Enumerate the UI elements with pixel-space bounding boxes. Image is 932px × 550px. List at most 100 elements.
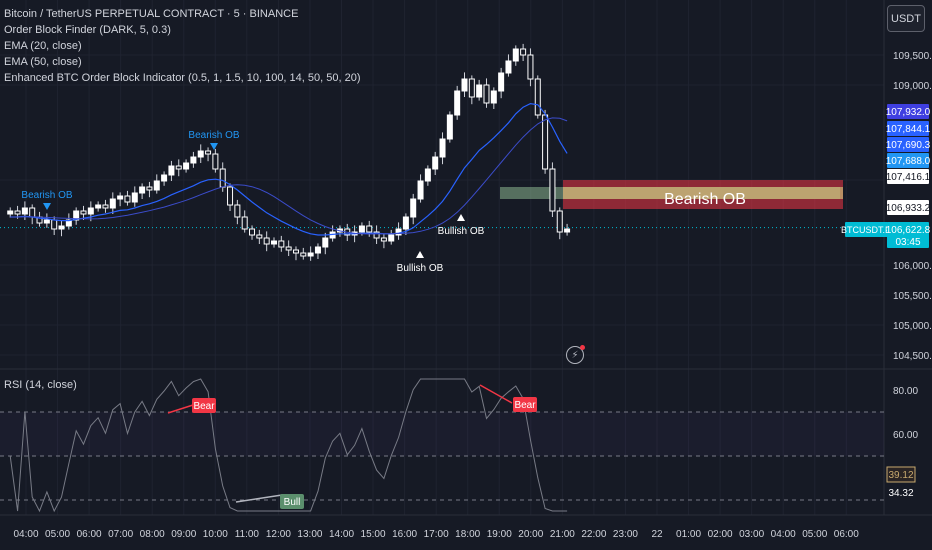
bearish-ob-2-arrow — [210, 143, 218, 150]
candle-body — [124, 195, 131, 203]
candle-body — [534, 78, 541, 116]
rsi-line — [9, 378, 568, 513]
candle-body — [373, 231, 380, 239]
time-tick: 10:00 — [203, 529, 228, 540]
bearish-ob-1-arrow — [43, 203, 51, 210]
candle-body — [212, 153, 219, 170]
time-tick: 13:00 — [297, 529, 322, 540]
current-price-badge — [887, 222, 929, 248]
time-tick: 02:00 — [708, 529, 733, 540]
price-badge — [887, 153, 929, 168]
bull-divergence — [235, 494, 283, 503]
price-tick: 105,000.0 — [893, 321, 932, 332]
time-tick: 05:00 — [45, 529, 70, 540]
candle-body — [468, 78, 475, 98]
price-badge-text: 107,844.1 — [886, 124, 931, 135]
time-tick: 14:00 — [329, 529, 354, 540]
candle-body — [439, 138, 446, 158]
candle-body — [227, 186, 234, 206]
candle-body — [446, 114, 453, 140]
time-tick: 04:00 — [771, 529, 796, 540]
indicator-order-block-finder[interactable]: Order Block Finder (DARK, 5, 0.3) — [4, 24, 171, 36]
price-tick: 105,500.0 — [893, 291, 932, 302]
candle-body — [197, 150, 204, 158]
symbol-badge-text: BTCUSDT.P — [841, 225, 891, 235]
bullish-ob-2-arrow — [457, 214, 465, 221]
price-badge-text: 107,688.0 — [886, 156, 931, 167]
price-badge — [887, 137, 929, 152]
rsi-title[interactable]: RSI (14, close) — [4, 379, 77, 391]
candle-body — [219, 168, 226, 188]
rsi-value-badge — [886, 466, 916, 483]
candle-body — [395, 228, 402, 236]
notification-dot — [580, 345, 585, 350]
candle-body — [358, 225, 365, 233]
time-tick: 04:00 — [13, 529, 38, 540]
price-tick: 104,500.0 — [893, 351, 932, 362]
price-badge-text: 107,690.3 — [886, 140, 931, 151]
alert-flash-icon[interactable]: ⚡ — [566, 345, 585, 364]
indicator-ema50[interactable]: EMA (50, close) — [4, 56, 82, 68]
candle-body — [512, 48, 519, 62]
time-tick: 21:00 — [550, 529, 575, 540]
candle-body — [564, 228, 571, 233]
zone-label: Bearish OB — [664, 191, 746, 208]
time-tick: 05:00 — [802, 529, 827, 540]
symbol-title[interactable]: Bitcoin / TetherUS PERPETUAL CONTRACT · … — [4, 8, 299, 20]
candle-body — [454, 90, 461, 116]
time-tick: 23:00 — [613, 529, 638, 540]
indicator-enhanced-ob[interactable]: Enhanced BTC Order Block Indicator (0.5,… — [4, 72, 361, 84]
candle-body — [43, 219, 50, 224]
price-badge-text: 106,933.2 — [886, 203, 931, 214]
candle-body — [190, 156, 197, 164]
bullish-ob-1: Bullish OB — [397, 263, 444, 274]
price-badge-text: 107,932.0 — [886, 107, 931, 118]
ema20-line — [10, 102, 568, 236]
candle-body — [556, 210, 563, 233]
time-tick: 01:00 — [676, 529, 701, 540]
candle-body — [168, 165, 175, 176]
bear-divergence-2 — [479, 384, 513, 404]
time-tick: 06:00 — [77, 529, 102, 540]
rsi-tick-80: 80.00 — [893, 386, 918, 397]
rsi-bear-signal-1-box — [192, 398, 216, 413]
rsi-bull-signal: Bull — [284, 497, 301, 508]
overlap-zone — [563, 187, 843, 199]
candle-body — [505, 60, 512, 74]
countdown-text: 03:45 — [895, 237, 920, 248]
candle-body — [14, 210, 21, 215]
price-badge — [887, 169, 929, 184]
candle-body — [80, 210, 87, 215]
rsi-bear-signal-2-box — [513, 397, 537, 412]
candle-body — [527, 54, 534, 80]
candle-body — [256, 234, 263, 239]
price-badge — [887, 200, 929, 215]
rsi-bear-signal-1: Bear — [193, 401, 215, 412]
currency-button[interactable]: USDT — [887, 5, 925, 32]
price-tick: 109,500.0 — [893, 51, 932, 62]
time-tick: 22 — [651, 529, 663, 540]
bullish-ob-2: Bullish OB — [438, 226, 485, 237]
candle-body — [300, 252, 307, 257]
time-tick: 20:00 — [518, 529, 543, 540]
time-tick: 15:00 — [361, 529, 386, 540]
indicator-ema20[interactable]: EMA (20, close) — [4, 40, 82, 52]
candle-body — [432, 156, 439, 170]
bullish-ob-1-arrow — [416, 251, 424, 258]
price-badge — [887, 121, 929, 136]
price-tick: 106,000.0 — [893, 261, 932, 272]
candle-body — [285, 246, 292, 251]
candle-body — [307, 252, 314, 257]
current-price-text: 106,622.8 — [886, 225, 931, 236]
rsi-bear-signal-2: Bear — [514, 400, 536, 411]
chart-legend: Bitcoin / TetherUS PERPETUAL CONTRACT · … — [4, 6, 361, 86]
time-tick: 16:00 — [392, 529, 417, 540]
time-tick: 22:00 — [581, 529, 606, 540]
price-tick: 109,000.0 — [893, 81, 932, 92]
candle-body — [417, 180, 424, 200]
candle-body — [424, 168, 431, 182]
time-tick: 17:00 — [424, 529, 449, 540]
rsi-band — [0, 412, 884, 456]
price-badge — [887, 104, 929, 119]
